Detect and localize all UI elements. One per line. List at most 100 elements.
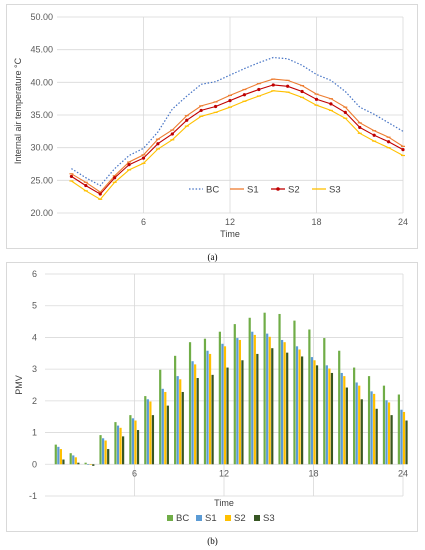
bar-s3	[256, 353, 259, 465]
data-point-s2	[242, 93, 247, 97]
bar-s2	[223, 346, 227, 465]
x-axis-label: Time	[214, 498, 234, 508]
y-tick-label: 45.00	[30, 45, 53, 55]
bar-s3	[77, 462, 80, 465]
bar-s3	[315, 365, 319, 465]
bar-s2	[313, 360, 316, 465]
bar-s3	[405, 420, 408, 465]
bar-bc	[308, 329, 311, 465]
y-tick-label: 50.00	[30, 12, 53, 22]
bar-s2	[343, 376, 346, 465]
bar-bc	[129, 415, 132, 465]
bar-s3	[62, 459, 65, 465]
data-point-s2	[300, 89, 304, 94]
bar-s1	[355, 382, 358, 465]
y-tick-label: 25.00	[30, 175, 53, 185]
data-point-s2	[343, 110, 347, 114]
bar-s1	[161, 388, 164, 465]
legend-label-s3: S3	[329, 185, 341, 196]
bar-s3	[226, 367, 229, 465]
bar-bc	[188, 342, 192, 465]
y-axis-label: PMV	[14, 375, 24, 395]
data-point-s2	[156, 142, 160, 146]
legend-b: BC S1 S2 S3	[167, 513, 275, 524]
bar-s1	[146, 399, 149, 465]
bar-s1	[370, 391, 373, 465]
x-tick-label: 24	[398, 468, 408, 478]
data-point-s2	[127, 163, 131, 167]
bar-bc	[114, 422, 117, 465]
bar-s3	[211, 374, 214, 465]
bar-s1	[131, 418, 135, 465]
y-axis-label: Internal air temperature °C	[13, 57, 23, 164]
data-point-s2	[228, 99, 232, 103]
legend-label-s2: S2	[288, 185, 300, 196]
legend-label-bc: BC	[176, 513, 189, 524]
bar-s1	[236, 338, 239, 465]
bar-bc	[323, 338, 326, 465]
x-tick-label: 24	[398, 217, 408, 227]
bar-s3	[92, 464, 95, 466]
legend-label-s2: S2	[234, 513, 246, 524]
bar-bc	[233, 324, 236, 465]
bar-s1	[72, 455, 75, 465]
bar-bc	[293, 320, 296, 465]
bar-bc	[248, 317, 251, 465]
bar-s1	[57, 446, 60, 465]
bar-s1	[325, 365, 328, 465]
bar-s3	[241, 360, 244, 465]
data-point-s2	[314, 97, 319, 101]
data-point-s2	[185, 118, 189, 122]
data-point-s2	[170, 132, 174, 136]
bar-s3	[330, 372, 334, 465]
bar-s2	[194, 364, 197, 465]
series-line-bc	[71, 56, 404, 187]
bar-s3	[122, 436, 125, 465]
bar-bc	[54, 444, 57, 465]
x-tick-label: 6	[141, 217, 146, 227]
caption-b: (b)	[207, 536, 218, 546]
bar-bc	[144, 396, 147, 465]
bar-s1	[310, 357, 314, 465]
x-tick-label: 18	[308, 468, 318, 478]
bar-bc	[203, 338, 207, 465]
bar-s2	[268, 336, 271, 465]
bar-s3	[345, 387, 348, 465]
bar-s3	[375, 408, 378, 465]
bar-bc	[397, 394, 400, 465]
bar-s3	[301, 356, 304, 465]
series-line-s3	[71, 90, 404, 201]
bar-bc	[174, 355, 177, 465]
data-point-s2	[358, 125, 362, 130]
bar-s2	[208, 353, 212, 465]
chart-a-frame: 20.00 25.00 30.00 35.00 40.00 45.00 50.00 6 12 18…	[6, 4, 418, 249]
series-line-s1	[71, 78, 404, 193]
data-point-s2	[69, 174, 74, 179]
x-tick-label: 12	[219, 468, 229, 478]
bar-s1	[176, 376, 179, 465]
data-point-s2	[113, 176, 117, 180]
bar-s2	[402, 411, 406, 465]
bar-bc	[218, 331, 221, 465]
data-point-s2	[372, 133, 376, 137]
bar-s1	[280, 339, 284, 465]
bar-s1	[251, 331, 254, 465]
bar-s3	[181, 391, 184, 465]
bar-bc	[353, 367, 356, 465]
bar-s3	[286, 352, 289, 465]
bar-s2	[59, 449, 62, 465]
bar-s2	[283, 342, 286, 465]
bar-bc	[338, 350, 341, 465]
y-tick-label: 20.00	[30, 208, 53, 218]
bar-s3	[151, 415, 155, 465]
bar-s2	[149, 401, 152, 465]
y-tick-label: 4	[32, 332, 37, 342]
y-tick-label: 40.00	[30, 77, 53, 87]
data-point-s2	[271, 83, 275, 87]
bar-s1	[87, 464, 90, 465]
legend-marker-s2	[276, 187, 280, 191]
legend-label-s1: S1	[247, 185, 259, 196]
data-point-s2	[141, 156, 146, 160]
bar-s1	[221, 343, 224, 465]
bar-bc	[382, 385, 386, 465]
